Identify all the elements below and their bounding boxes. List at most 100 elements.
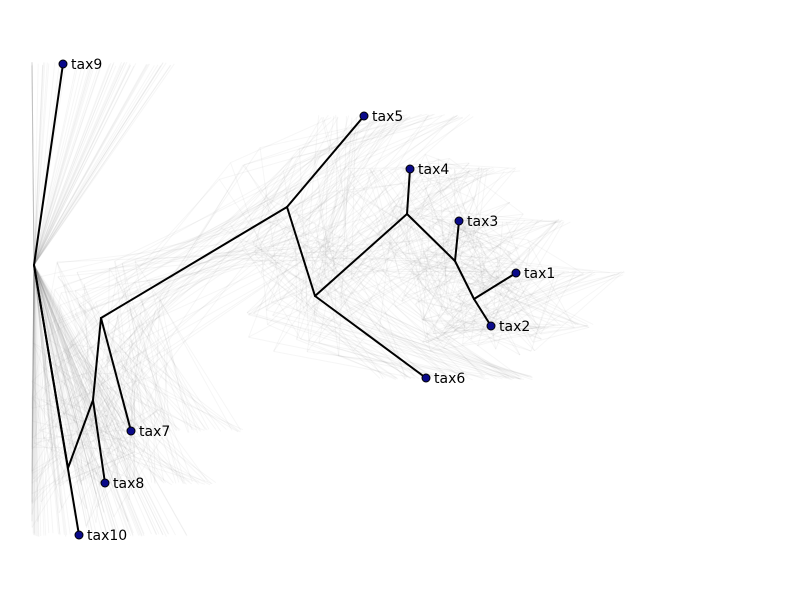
posterior-tree-line: [416, 231, 456, 281]
tree-edge-n_b-tax4: [406, 168, 411, 215]
posterior-tree-line: [31, 64, 35, 266]
posterior-tree-line: [31, 400, 71, 502]
posterior-tree-line: [335, 114, 349, 252]
posterior-tree-line: [53, 305, 61, 392]
posterior-tree-line: [31, 454, 59, 472]
posterior-tree-line: [90, 454, 96, 485]
posterior-tree-line: [316, 240, 461, 379]
posterior-tree-line: [31, 65, 35, 266]
posterior-tree-line: [317, 255, 449, 378]
posterior-tree-line: [57, 276, 195, 431]
posterior-tree-line: [371, 167, 397, 206]
posterior-tree-line: [33, 264, 98, 508]
posterior-tree-line: [338, 170, 521, 192]
posterior-tree-line: [90, 364, 112, 388]
posterior-tree-line: [457, 286, 511, 326]
posterior-tree-line: [153, 434, 156, 483]
posterior-tree-line: [272, 314, 509, 378]
posterior-tree-line: [318, 113, 422, 155]
posterior-tree-line: [134, 260, 242, 431]
posterior-tree-line: [33, 305, 125, 398]
posterior-tree-line: [31, 446, 111, 450]
posterior-tree-line: [31, 264, 35, 528]
posterior-tree-line: [435, 327, 538, 342]
posterior-tree-line: [290, 236, 352, 273]
posterior-tree-line: [74, 313, 112, 397]
posterior-tree-line: [495, 273, 537, 288]
posterior-tree-line: [473, 167, 483, 231]
posterior-tree-line: [33, 264, 97, 535]
posterior-tree-line: [33, 62, 164, 266]
posterior-tree-line: [324, 192, 349, 238]
posterior-tree-line: [493, 253, 499, 314]
posterior-tree-line: [56, 262, 112, 449]
posterior-tree-line: [470, 325, 521, 356]
posterior-tree-line: [63, 284, 91, 368]
posterior-tree-line: [346, 198, 475, 247]
posterior-tree-line: [480, 271, 491, 328]
posterior-tree-line: [33, 63, 91, 266]
posterior-tree-line: [392, 209, 437, 294]
posterior-tree-line: [282, 170, 305, 313]
posterior-tree-line: [75, 225, 333, 315]
posterior-tree-line: [59, 425, 92, 483]
posterior-tree-line: [86, 358, 160, 431]
posterior-tree-line: [253, 206, 432, 314]
posterior-tree-line: [480, 248, 519, 273]
posterior-tree-line: [74, 290, 107, 399]
posterior-tree-line: [73, 444, 139, 484]
posterior-tree-line: [433, 325, 511, 335]
posterior-tree-line: [97, 379, 120, 485]
posterior-tree-line: [134, 260, 163, 409]
posterior-tree-line: [132, 362, 169, 431]
posterior-tree-line: [33, 264, 118, 534]
posterior-tree-line: [33, 264, 176, 536]
posterior-tree-line: [452, 169, 485, 261]
posterior-tree-line: [307, 351, 525, 380]
posterior-tree-line: [163, 157, 293, 348]
posterior-tree-line: [440, 166, 480, 261]
posterior-tree-line: [33, 264, 71, 535]
posterior-tree-line: [370, 170, 422, 267]
posterior-tree-line: [439, 265, 480, 328]
posterior-tree-line: [267, 115, 457, 222]
posterior-tree-line: [33, 264, 42, 537]
posterior-tree-line: [33, 65, 117, 266]
posterior-tree-line: [324, 236, 469, 378]
posterior-tree-line: [33, 264, 95, 421]
posterior-tree-line: [397, 198, 431, 292]
posterior-tree-line: [63, 284, 180, 432]
posterior-tree-line: [70, 304, 117, 342]
posterior-tree-line: [33, 264, 92, 444]
posterior-tree-line: [433, 274, 616, 334]
posterior-tree-line: [33, 63, 50, 266]
posterior-tree-line: [50, 322, 107, 433]
posterior-tree-line: [43, 437, 88, 509]
posterior-tree-line: [128, 337, 208, 431]
posterior-tree-line: [309, 116, 460, 219]
posterior-tree-line: [31, 264, 35, 449]
posterior-tree-line: [354, 167, 450, 227]
posterior-tree-line: [292, 116, 463, 158]
posterior-tree-line: [507, 250, 537, 325]
posterior-tree-line: [31, 264, 35, 471]
posterior-tree-line: [409, 254, 428, 343]
posterior-tree-line: [454, 202, 519, 250]
posterior-tree-line: [128, 343, 163, 438]
posterior-tree-line: [454, 326, 574, 331]
posterior-tree-line: [79, 409, 159, 483]
posterior-tree-line: [480, 324, 559, 333]
posterior-tree-line: [422, 255, 591, 272]
posterior-tree-line: [131, 378, 209, 483]
posterior-tree-line: [438, 218, 502, 249]
posterior-tree-line: [314, 160, 328, 248]
posterior-tree-line: [451, 220, 519, 250]
posterior-tree-line: [244, 116, 411, 166]
posterior-tree-line: [305, 185, 377, 305]
posterior-tree-line: [33, 264, 101, 437]
posterior-tree-line: [107, 231, 307, 378]
posterior-tree-line: [72, 170, 284, 366]
posterior-tree-line: [229, 116, 368, 225]
posterior-tree-line: [298, 148, 310, 341]
